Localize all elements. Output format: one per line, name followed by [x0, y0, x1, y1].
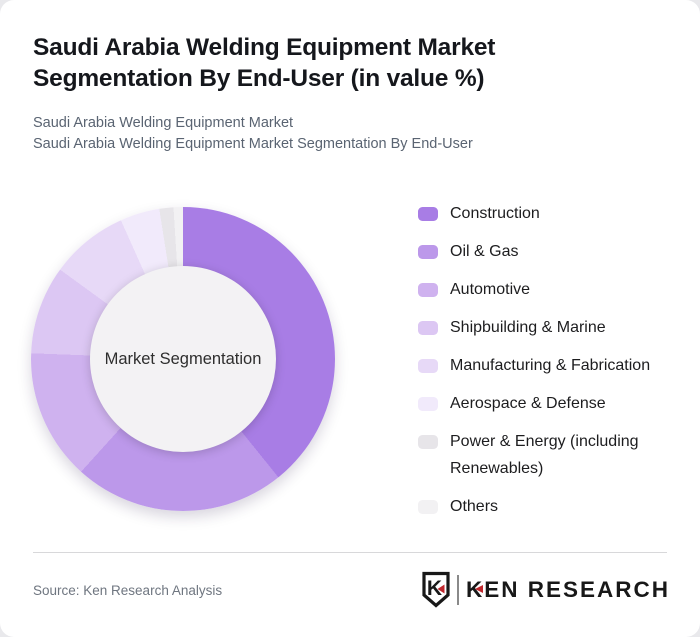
- legend-swatch: [418, 358, 438, 373]
- legend-swatch: [418, 396, 438, 411]
- ken-research-shield-icon: K: [422, 571, 450, 608]
- donut-center-label: Market Segmentation: [104, 349, 262, 368]
- legend-swatch: [418, 282, 438, 297]
- legend-label: Aerospace & Defense: [450, 395, 606, 412]
- legend-label: Construction: [450, 205, 540, 222]
- legend-label: Manufacturing & Fabrication: [450, 357, 651, 374]
- legend-label: Oil & Gas: [450, 243, 519, 260]
- svg-text:K: K: [427, 577, 442, 600]
- page-title: Saudi Arabia Welding Equipment Market Se…: [33, 34, 496, 92]
- legend-item[interactable]: Shipbuilding & Marine: [418, 314, 700, 341]
- subtitle-line-1: Saudi Arabia Welding Equipment Market: [33, 115, 294, 131]
- legend-item[interactable]: Oil & Gas: [418, 238, 700, 265]
- legend-swatch: [418, 434, 438, 449]
- legend-label: Shipbuilding & Marine: [450, 319, 606, 336]
- logo-wordmark: KEN RESEARCH: [465, 577, 670, 602]
- legend-label: Power & Energy (including Renewables): [450, 433, 639, 477]
- chart-legend: Construction Oil & Gas Automotive Shipbuild…: [418, 200, 700, 531]
- legend-item[interactable]: Aerospace & Defense: [418, 390, 700, 417]
- legend-item[interactable]: Others: [418, 493, 700, 520]
- legend-item[interactable]: Manufacturing & Fabrication: [418, 352, 700, 379]
- legend-swatch: [418, 499, 438, 514]
- legend-item[interactable]: Power & Energy (including Renewables): [418, 428, 700, 482]
- logo-separator: [456, 575, 459, 605]
- legend-swatch: [418, 244, 438, 259]
- legend-label: Others: [450, 498, 499, 515]
- source-text: Source: Ken Research Analysis: [33, 583, 223, 598]
- legend-swatch: [418, 206, 438, 221]
- legend-item[interactable]: Construction: [418, 200, 700, 227]
- subtitle-line-2: Saudi Arabia Welding Equipment Market Se…: [33, 136, 473, 152]
- legend-item[interactable]: Automotive: [418, 276, 700, 303]
- donut-chart: Market Segmentation: [31, 207, 335, 511]
- ken-research-logo: K KEN RESEARCH: [421, 569, 670, 611]
- footer-divider: [33, 552, 667, 553]
- legend-swatch: [418, 320, 438, 335]
- legend-label: Automotive: [450, 281, 531, 298]
- chart-subtitle: Saudi Arabia Welding Equipment Market Sa…: [33, 113, 473, 155]
- donut-center: Market Segmentation: [90, 266, 276, 452]
